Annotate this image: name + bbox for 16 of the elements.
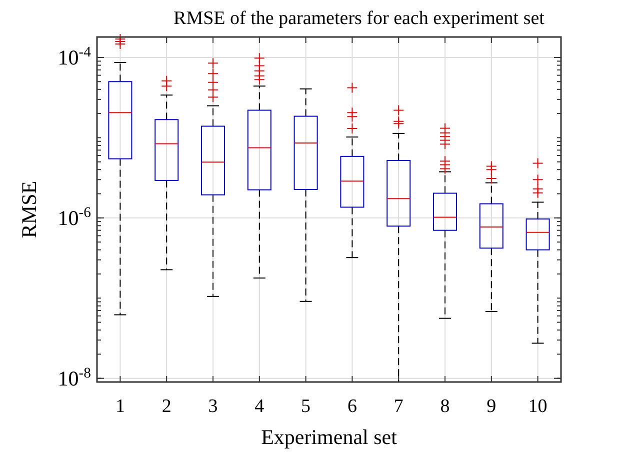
x-tick-label: 10 bbox=[528, 396, 548, 417]
x-tick-label: 7 bbox=[394, 396, 404, 417]
x-tick-label: 6 bbox=[347, 396, 357, 417]
x-tick-label: 8 bbox=[440, 396, 450, 417]
x-tick-label: 5 bbox=[301, 396, 311, 417]
x-tick-label: 3 bbox=[208, 396, 218, 417]
x-axis-title: Experimenal set bbox=[261, 425, 398, 449]
chart-title: RMSE of the parameters for each experiment set bbox=[174, 8, 546, 29]
x-tick-label: 1 bbox=[115, 396, 125, 417]
x-tick-label: 9 bbox=[486, 396, 496, 417]
y-axis-title: RMSE bbox=[17, 180, 41, 238]
x-tick-label: 4 bbox=[254, 396, 265, 417]
y-tick-label: 10$^{-6}$ bbox=[58, 204, 91, 230]
y-tick-label: 10$^{-8}$ bbox=[58, 365, 91, 390]
y-tick-label: 10$^{-4}$ bbox=[58, 44, 92, 70]
x-tick-label: 2 bbox=[162, 396, 172, 417]
